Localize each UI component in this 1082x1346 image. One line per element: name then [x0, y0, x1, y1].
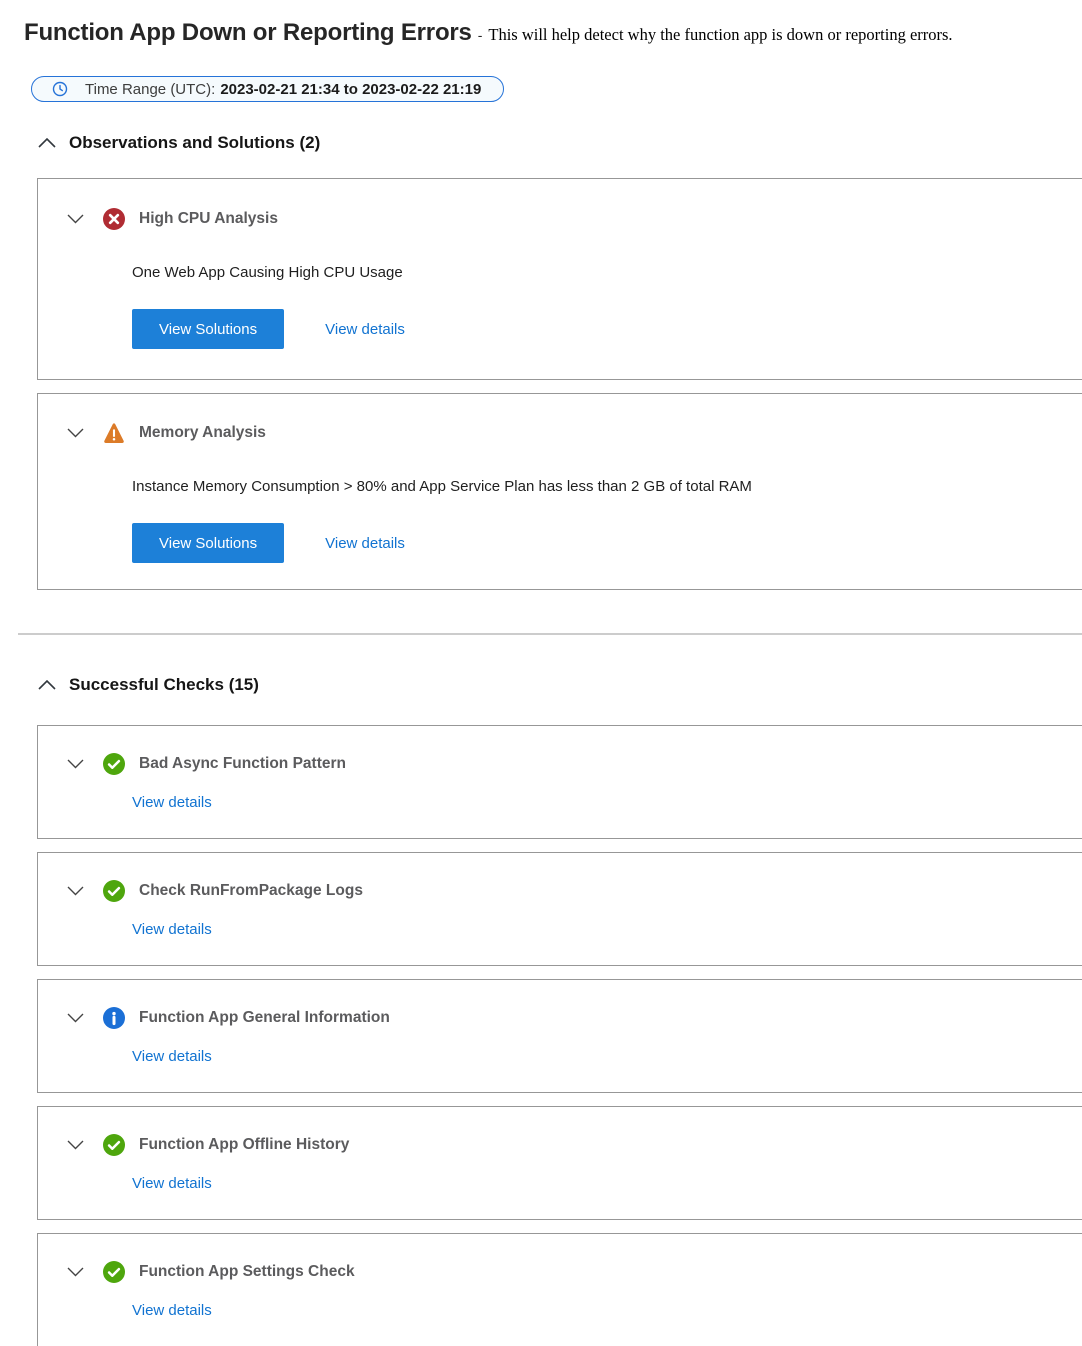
card-title: High CPU Analysis — [139, 210, 278, 227]
time-range-pill[interactable]: Time Range (UTC): 2023-02-21 21:34 to 20… — [31, 76, 505, 102]
view-details-link[interactable]: View details — [132, 921, 212, 938]
card-description: Instance Memory Consumption > 80% and Ap… — [132, 478, 752, 495]
card-title: Function App Settings Check — [139, 1263, 355, 1280]
view-details-link[interactable]: View details — [325, 320, 405, 338]
page-header: Function App Down or Reporting Errors - … — [24, 19, 1082, 47]
page-subtitle: This will help detect why the function a… — [488, 25, 953, 44]
card-title: Check RunFromPackage Logs — [139, 882, 363, 899]
chevron-down-icon[interactable] — [67, 1013, 84, 1023]
chevron-down-icon[interactable] — [67, 428, 84, 438]
check-card-general-information: Function App General Information View de… — [37, 979, 1082, 1093]
chevron-down-icon[interactable] — [67, 886, 84, 896]
card-title: Function App General Information — [139, 1009, 390, 1026]
success-icon — [103, 880, 125, 902]
check-card-offline-history: Function App Offline History View detail… — [37, 1106, 1082, 1220]
clock-icon — [52, 81, 68, 97]
time-range-label: Time Range (UTC): — [85, 80, 216, 98]
success-icon — [103, 1261, 125, 1283]
time-range-value: 2023-02-21 21:34 to 2023-02-22 21:19 — [220, 80, 482, 98]
successful-checks-section-title: Successful Checks (15) — [69, 675, 259, 694]
card-title: Bad Async Function Pattern — [139, 755, 346, 772]
error-icon — [103, 208, 125, 230]
card-description: One Web App Causing High CPU Usage — [132, 264, 403, 281]
info-icon — [103, 1007, 125, 1029]
warning-icon — [103, 422, 125, 444]
observation-card-memory: Memory Analysis Instance Memory Consumpt… — [37, 393, 1082, 590]
success-icon — [103, 753, 125, 775]
view-solutions-button[interactable]: View Solutions — [132, 309, 285, 349]
check-card-settings-check: Function App Settings Check View details — [37, 1233, 1082, 1346]
successful-checks-section-header[interactable]: Successful Checks (15) — [38, 675, 1082, 695]
chevron-down-icon[interactable] — [67, 214, 84, 224]
chevron-up-icon[interactable] — [38, 138, 56, 148]
observation-card-high-cpu: High CPU Analysis One Web App Causing Hi… — [37, 178, 1082, 380]
check-card-bad-async: Bad Async Function Pattern View details — [37, 725, 1082, 839]
view-details-link[interactable]: View details — [132, 1048, 212, 1065]
page-title: Function App Down or Reporting Errors — [24, 19, 472, 46]
view-details-link[interactable]: View details — [132, 794, 212, 811]
check-card-runfrompackage: Check RunFromPackage Logs View details — [37, 852, 1082, 966]
view-solutions-button[interactable]: View Solutions — [132, 523, 285, 563]
chevron-down-icon[interactable] — [67, 1140, 84, 1150]
card-title: Function App Offline History — [139, 1136, 350, 1153]
title-separator: - — [477, 27, 483, 43]
chevron-down-icon[interactable] — [67, 1267, 84, 1277]
chevron-up-icon[interactable] — [38, 680, 56, 690]
card-title: Memory Analysis — [139, 424, 266, 441]
observations-section-title: Observations and Solutions (2) — [69, 133, 321, 152]
success-icon — [103, 1134, 125, 1156]
view-details-link[interactable]: View details — [132, 1175, 212, 1192]
view-details-link[interactable]: View details — [325, 534, 405, 552]
section-divider — [18, 633, 1082, 635]
view-details-link[interactable]: View details — [132, 1302, 212, 1319]
chevron-down-icon[interactable] — [67, 759, 84, 769]
observations-section-header[interactable]: Observations and Solutions (2) — [38, 133, 1082, 153]
